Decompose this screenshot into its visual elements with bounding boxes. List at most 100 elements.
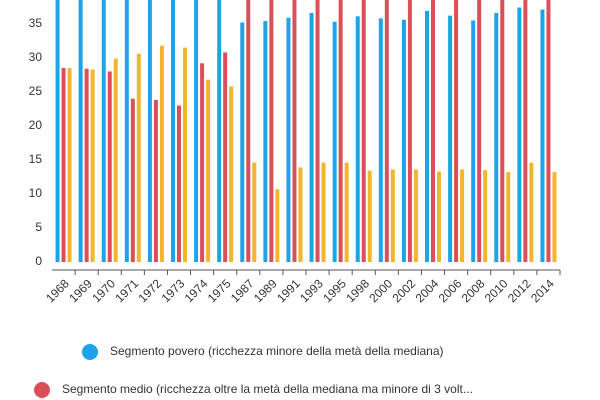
x-tick-label: 2000	[366, 276, 395, 305]
x-tick-label: 2012	[505, 276, 534, 305]
bar	[460, 169, 465, 262]
plot-area	[55, 0, 557, 262]
bar	[183, 47, 187, 262]
bar	[332, 21, 337, 262]
bar	[471, 20, 476, 262]
bar	[338, 0, 343, 262]
bar	[78, 0, 83, 262]
x-tick-label: 2006	[436, 276, 465, 305]
bar	[477, 0, 482, 262]
x-tick-label: 2014	[528, 276, 557, 305]
bar	[448, 15, 453, 262]
bar	[517, 7, 522, 262]
bar	[401, 19, 406, 262]
bar	[344, 162, 349, 262]
x-tick-label: 2002	[389, 276, 418, 305]
y-tick-label: 5	[35, 220, 42, 234]
bar	[292, 0, 297, 262]
x-tick-label: 2008	[459, 276, 488, 305]
bar	[494, 12, 499, 262]
bar	[240, 22, 245, 262]
bar	[171, 0, 175, 262]
bar	[540, 9, 545, 262]
bar	[200, 63, 205, 262]
y-tick-label: 20	[29, 118, 43, 132]
bar	[384, 0, 389, 262]
bar	[136, 53, 141, 262]
bar	[263, 21, 268, 262]
bar	[315, 0, 320, 262]
bar	[523, 0, 528, 262]
y-tick-label: 25	[29, 84, 43, 98]
bar	[552, 172, 557, 262]
bar	[101, 0, 106, 262]
x-tick-label: 1974	[182, 276, 211, 305]
bar	[107, 71, 112, 262]
bar	[147, 0, 152, 262]
x-tick-label: 1993	[297, 276, 326, 305]
x-tick-label: 1969	[66, 276, 95, 305]
bar	[431, 0, 435, 262]
bar	[113, 58, 118, 262]
x-tick-label: 1973	[159, 276, 188, 305]
bar	[177, 105, 181, 262]
y-tick-label: 35	[29, 16, 43, 30]
x-tick-label: 1971	[112, 276, 141, 305]
x-tick-label: 1987	[228, 276, 257, 305]
bar	[153, 100, 158, 262]
bar	[124, 0, 129, 262]
legend-marker	[82, 344, 98, 360]
bar	[246, 0, 251, 262]
bar	[483, 170, 488, 262]
bar	[378, 18, 383, 262]
x-tick-label: 1975	[205, 276, 234, 305]
bar	[361, 0, 366, 262]
bar	[309, 12, 314, 262]
bar	[90, 69, 95, 262]
bar	[529, 162, 534, 262]
bar	[437, 171, 441, 262]
x-tick-label: 1998	[343, 276, 372, 305]
x-tick-label: 1968	[43, 276, 72, 305]
bar	[217, 0, 222, 262]
bar	[269, 0, 274, 262]
bar	[425, 10, 429, 262]
bar	[413, 169, 418, 262]
bar	[407, 0, 412, 262]
bar	[275, 189, 280, 262]
bar	[454, 0, 459, 262]
bar	[55, 0, 60, 262]
bar	[61, 68, 66, 262]
x-tick-label: 1991	[274, 276, 303, 305]
y-tick-label: 15	[29, 152, 43, 166]
legend-marker	[34, 382, 50, 398]
bar	[252, 162, 257, 262]
x-tick-label: 1989	[251, 276, 280, 305]
y-tick-label: 0	[35, 254, 42, 268]
bar	[67, 68, 72, 262]
y-tick-label: 30	[29, 50, 43, 64]
bar	[390, 169, 395, 262]
bar	[206, 79, 211, 262]
x-tick-label: 2010	[482, 276, 511, 305]
bar	[194, 0, 199, 262]
bar	[223, 52, 228, 262]
legend-label: Segmento medio (ricchezza oltre la metà …	[62, 382, 473, 396]
bar	[355, 16, 360, 262]
x-tick-label: 1972	[135, 276, 164, 305]
bar	[546, 0, 551, 262]
legend-label: Segmento povero (ricchezza minore della …	[110, 344, 444, 358]
bar	[159, 45, 164, 262]
x-tick-label: 1995	[320, 276, 349, 305]
bar	[130, 98, 135, 262]
bar	[321, 162, 326, 262]
bar	[286, 17, 291, 262]
bar	[506, 172, 511, 262]
bar	[367, 170, 372, 262]
x-tick-label: 2004	[413, 276, 442, 305]
bar	[500, 0, 505, 262]
bar	[84, 68, 89, 262]
bar	[229, 86, 234, 262]
x-tick-label: 1970	[89, 276, 118, 305]
